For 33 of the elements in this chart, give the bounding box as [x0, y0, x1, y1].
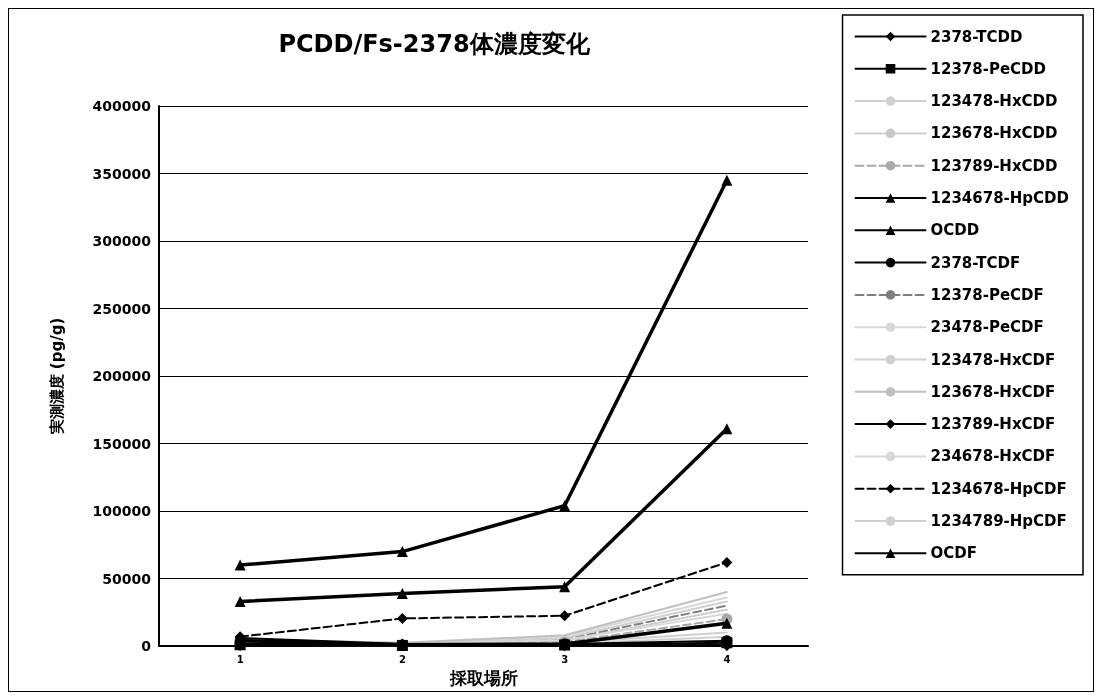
x-tick-label: 4 — [723, 653, 731, 665]
legend-label: 1234678-HpCDF — [930, 479, 1067, 498]
y-tick-label: 250000 — [92, 300, 152, 317]
legend-label: 2378-TCDF — [930, 253, 1021, 272]
y-tick-label: 300000 — [92, 233, 152, 250]
legend-label: 123678-HxCDF — [930, 382, 1056, 401]
x-tick-label: 3 — [561, 653, 569, 665]
legend-label: 123478-HxCDF — [930, 350, 1056, 369]
legend-label: 12378-PeCDF — [930, 285, 1044, 304]
y-tick-label: 0 — [141, 638, 152, 655]
legend-label: 234678-HxCDF — [930, 447, 1056, 466]
y-tick-label: 350000 — [92, 165, 152, 182]
legend-label: 1234678-HpCDD — [930, 189, 1070, 207]
legend-label: 123678-HxCDD — [930, 124, 1058, 143]
legend-label: 12378-PeCDD — [930, 59, 1047, 78]
x-axis-title: 採取場所 — [448, 667, 518, 688]
legend-label: 123789-HxCDF — [930, 415, 1056, 434]
legend-label: 23478-PeCDF — [930, 318, 1044, 337]
legend-label: 2378-TCDD — [930, 27, 1023, 46]
legend-label: 123789-HxCDD — [930, 156, 1058, 175]
y-tick-label: 200000 — [92, 368, 152, 385]
x-tick-label: 1 — [236, 653, 244, 665]
y-tick-label: 100000 — [92, 503, 152, 520]
legend-label: OCDF — [930, 544, 977, 563]
legend-label: OCDD — [930, 221, 980, 240]
x-tick-label: 2 — [398, 653, 406, 665]
chart-title: PCDD/Fs-2378体濃度変化 — [278, 30, 591, 58]
y-tick-label: 50000 — [102, 570, 152, 587]
y-axis-title: 実測濃度 (pg/g) — [47, 317, 66, 436]
y-tick-label: 400000 — [92, 98, 152, 114]
y-tick-label: 150000 — [92, 435, 152, 452]
legend-label: 1234789-HpCDF — [930, 512, 1067, 530]
legend-label: 123478-HxCDD — [930, 92, 1058, 111]
